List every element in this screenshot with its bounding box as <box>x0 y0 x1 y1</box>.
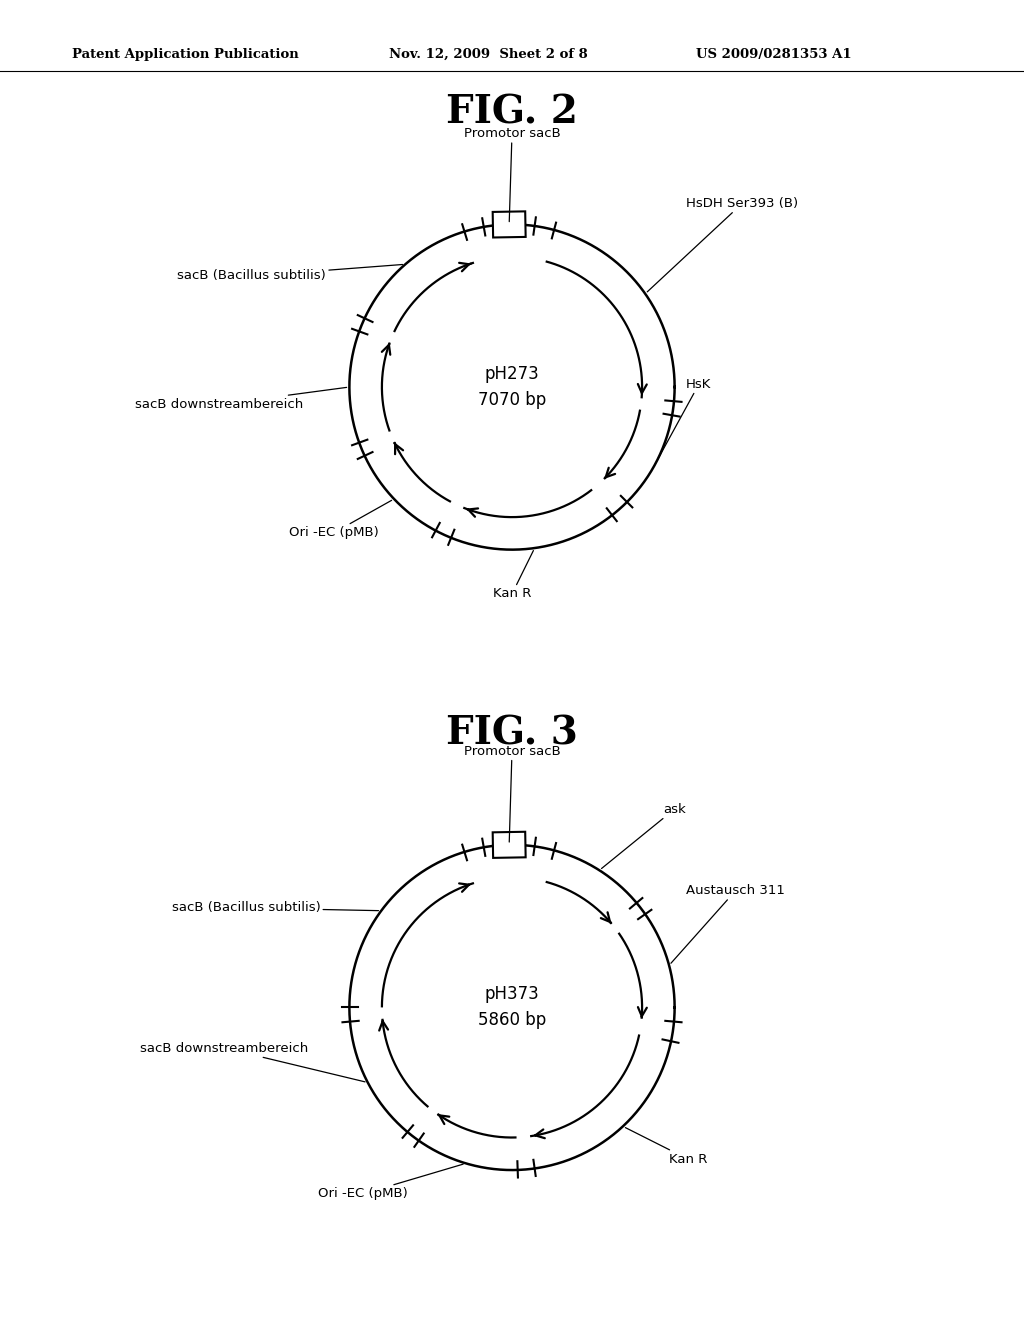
Polygon shape <box>493 211 525 238</box>
Text: sacB (Bacillus subtilis): sacB (Bacillus subtilis) <box>177 264 402 282</box>
Text: FIG. 2: FIG. 2 <box>446 94 578 132</box>
Text: Austausch 311: Austausch 311 <box>671 884 785 964</box>
Polygon shape <box>493 832 525 858</box>
Text: US 2009/0281353 A1: US 2009/0281353 A1 <box>696 48 852 61</box>
Text: 5860 bp: 5860 bp <box>478 1011 546 1030</box>
Text: Promotor sacB: Promotor sacB <box>464 744 560 842</box>
Text: Nov. 12, 2009  Sheet 2 of 8: Nov. 12, 2009 Sheet 2 of 8 <box>389 48 588 61</box>
Text: 7070 bp: 7070 bp <box>478 391 546 409</box>
Text: sacB downstreambereich: sacB downstreambereich <box>135 387 346 411</box>
Text: Ori -EC (pMB): Ori -EC (pMB) <box>289 500 391 540</box>
Text: sacB downstreambereich: sacB downstreambereich <box>140 1041 365 1082</box>
Text: Promotor sacB: Promotor sacB <box>464 127 560 222</box>
Text: Patent Application Publication: Patent Application Publication <box>72 48 298 61</box>
Text: HsDH Ser393 (B): HsDH Ser393 (B) <box>647 197 799 292</box>
Text: Kan R: Kan R <box>626 1127 708 1166</box>
Text: Kan R: Kan R <box>493 550 534 601</box>
Text: pH373: pH373 <box>484 986 540 1003</box>
Text: ask: ask <box>601 803 686 869</box>
Text: HsK: HsK <box>657 378 712 459</box>
Text: Ori -EC (pMB): Ori -EC (pMB) <box>317 1164 463 1200</box>
Text: sacB (Bacillus subtilis): sacB (Bacillus subtilis) <box>172 902 379 915</box>
Text: FIG. 3: FIG. 3 <box>446 714 578 752</box>
Text: pH273: pH273 <box>484 366 540 383</box>
